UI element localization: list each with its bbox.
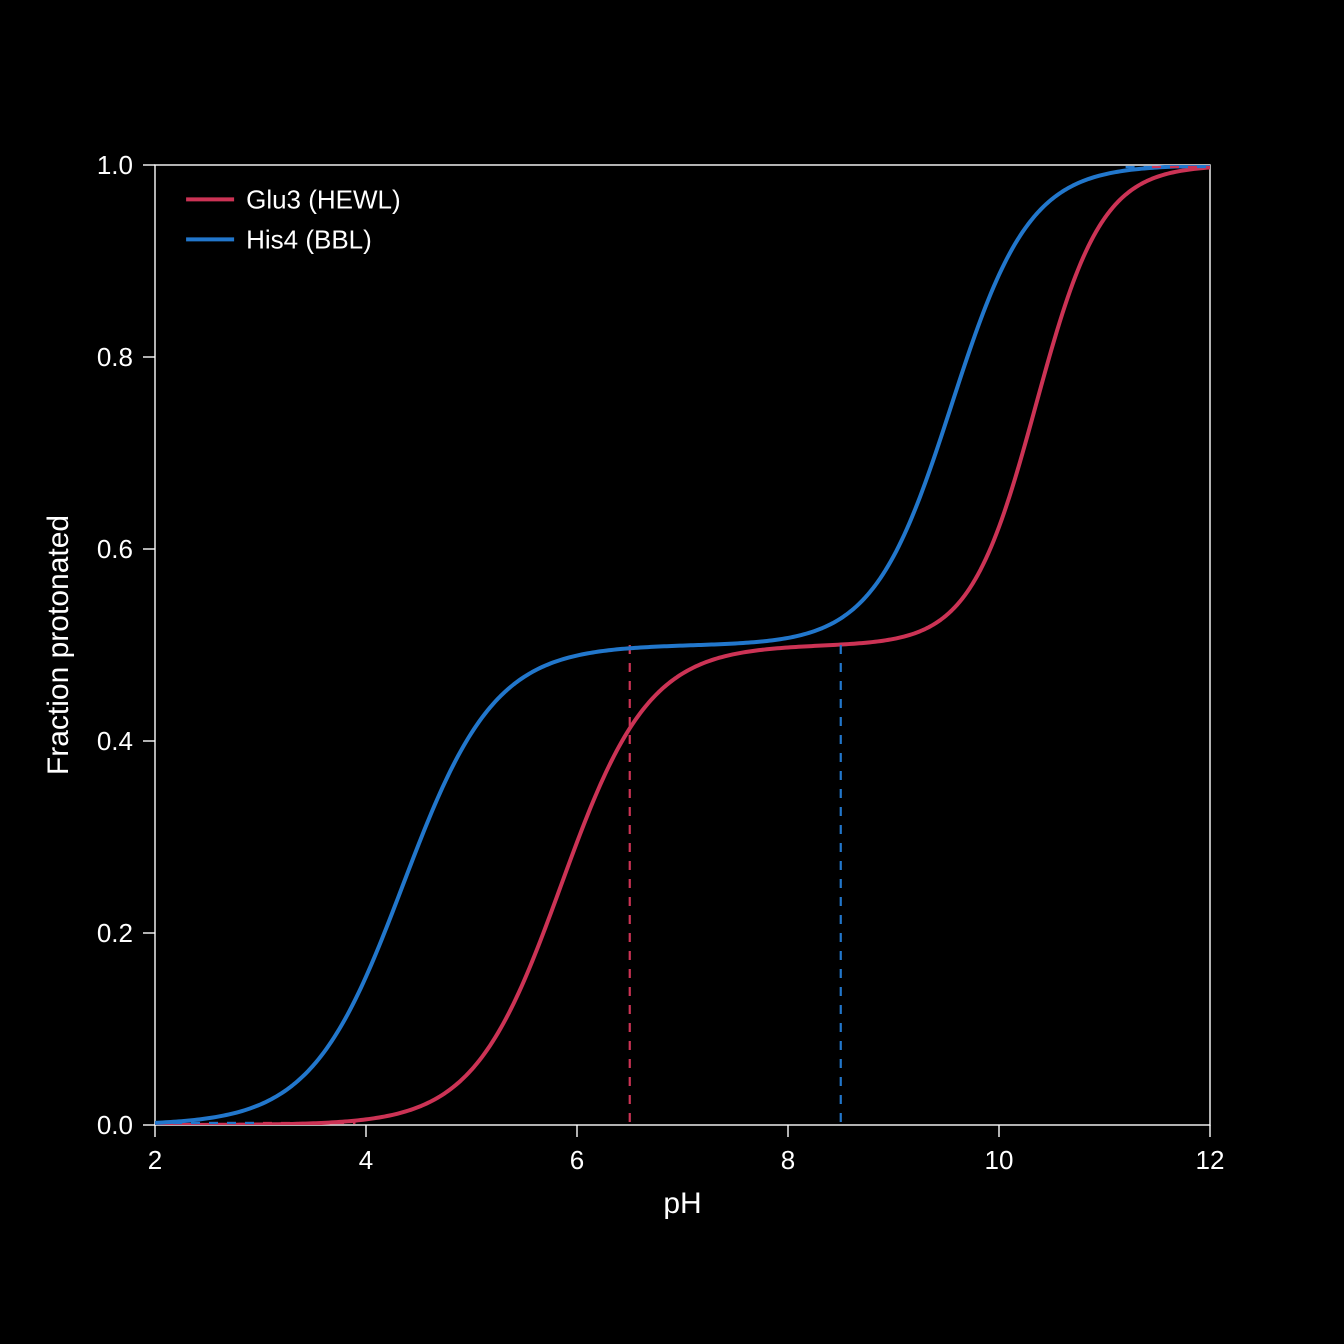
- svg-text:0.0: 0.0: [97, 1110, 133, 1140]
- svg-text:0.4: 0.4: [97, 726, 133, 756]
- svg-text:0.2: 0.2: [97, 918, 133, 948]
- svg-text:6: 6: [570, 1145, 584, 1175]
- svg-text:10: 10: [985, 1145, 1014, 1175]
- svg-text:0.8: 0.8: [97, 342, 133, 372]
- svg-text:His4 (BBL): His4 (BBL): [246, 225, 372, 255]
- svg-text:Glu3 (HEWL): Glu3 (HEWL): [246, 185, 401, 215]
- svg-text:4: 4: [359, 1145, 373, 1175]
- svg-text:2: 2: [148, 1145, 162, 1175]
- svg-text:Fraction protonated: Fraction protonated: [42, 515, 75, 775]
- svg-text:1.0: 1.0: [97, 150, 133, 180]
- svg-text:pH: pH: [663, 1187, 701, 1220]
- svg-text:12: 12: [1196, 1145, 1225, 1175]
- svg-text:0.6: 0.6: [97, 534, 133, 564]
- titration-chart: 2 4 6 8 10 12 0.0 0.2 0.4 0.6 0.8 1.0 pH Fraction pro…: [0, 0, 1344, 1344]
- svg-text:8: 8: [781, 1145, 795, 1175]
